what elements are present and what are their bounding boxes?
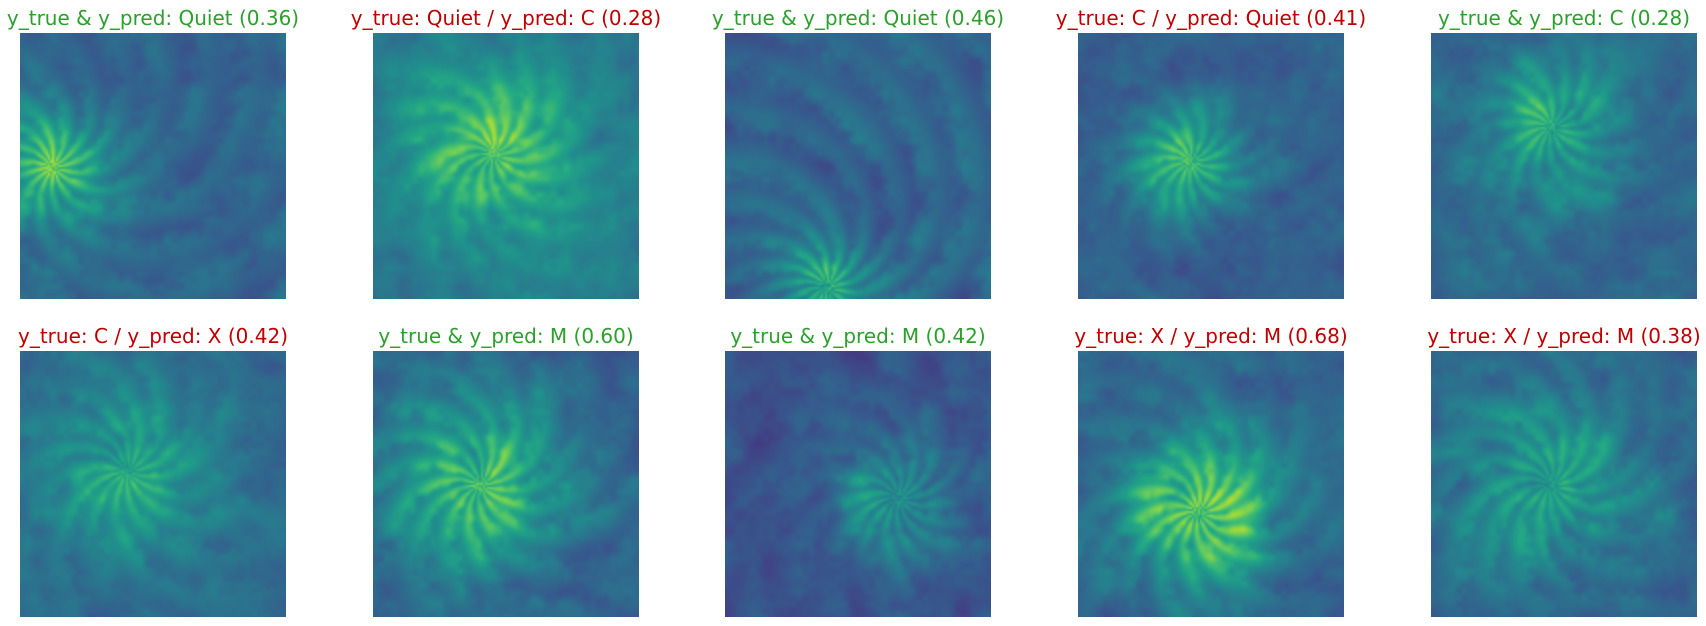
solar-image — [1078, 33, 1344, 299]
solar-image — [373, 33, 639, 299]
solar-image — [725, 33, 991, 299]
solar-image — [725, 351, 991, 617]
panel-title: y_true & y_pred: C (0.28) — [1437, 6, 1691, 30]
solar-image — [1431, 33, 1697, 299]
panel-title: y_true: C / y_pred: X (0.42) — [18, 324, 288, 348]
solar-image — [20, 33, 286, 299]
panel-title: y_true: C / y_pred: Quiet (0.41) — [1055, 6, 1367, 30]
panel-title: y_true & y_pred: Quiet (0.36) — [6, 6, 300, 30]
panel-title: y_true & y_pred: M (0.60) — [378, 324, 634, 348]
solar-image — [1431, 351, 1697, 617]
panel-title: y_true: Quiet / y_pred: C (0.28) — [350, 6, 662, 30]
solar-image — [20, 351, 286, 617]
panel-title: y_true & y_pred: M (0.42) — [730, 324, 986, 348]
panel-title: y_true: X / y_pred: M (0.38) — [1427, 324, 1701, 348]
solar-image — [1078, 351, 1344, 617]
solar-image — [373, 351, 639, 617]
panel-title: y_true & y_pred: Quiet (0.46) — [711, 6, 1005, 30]
panel-title: y_true: X / y_pred: M (0.68) — [1074, 324, 1348, 348]
